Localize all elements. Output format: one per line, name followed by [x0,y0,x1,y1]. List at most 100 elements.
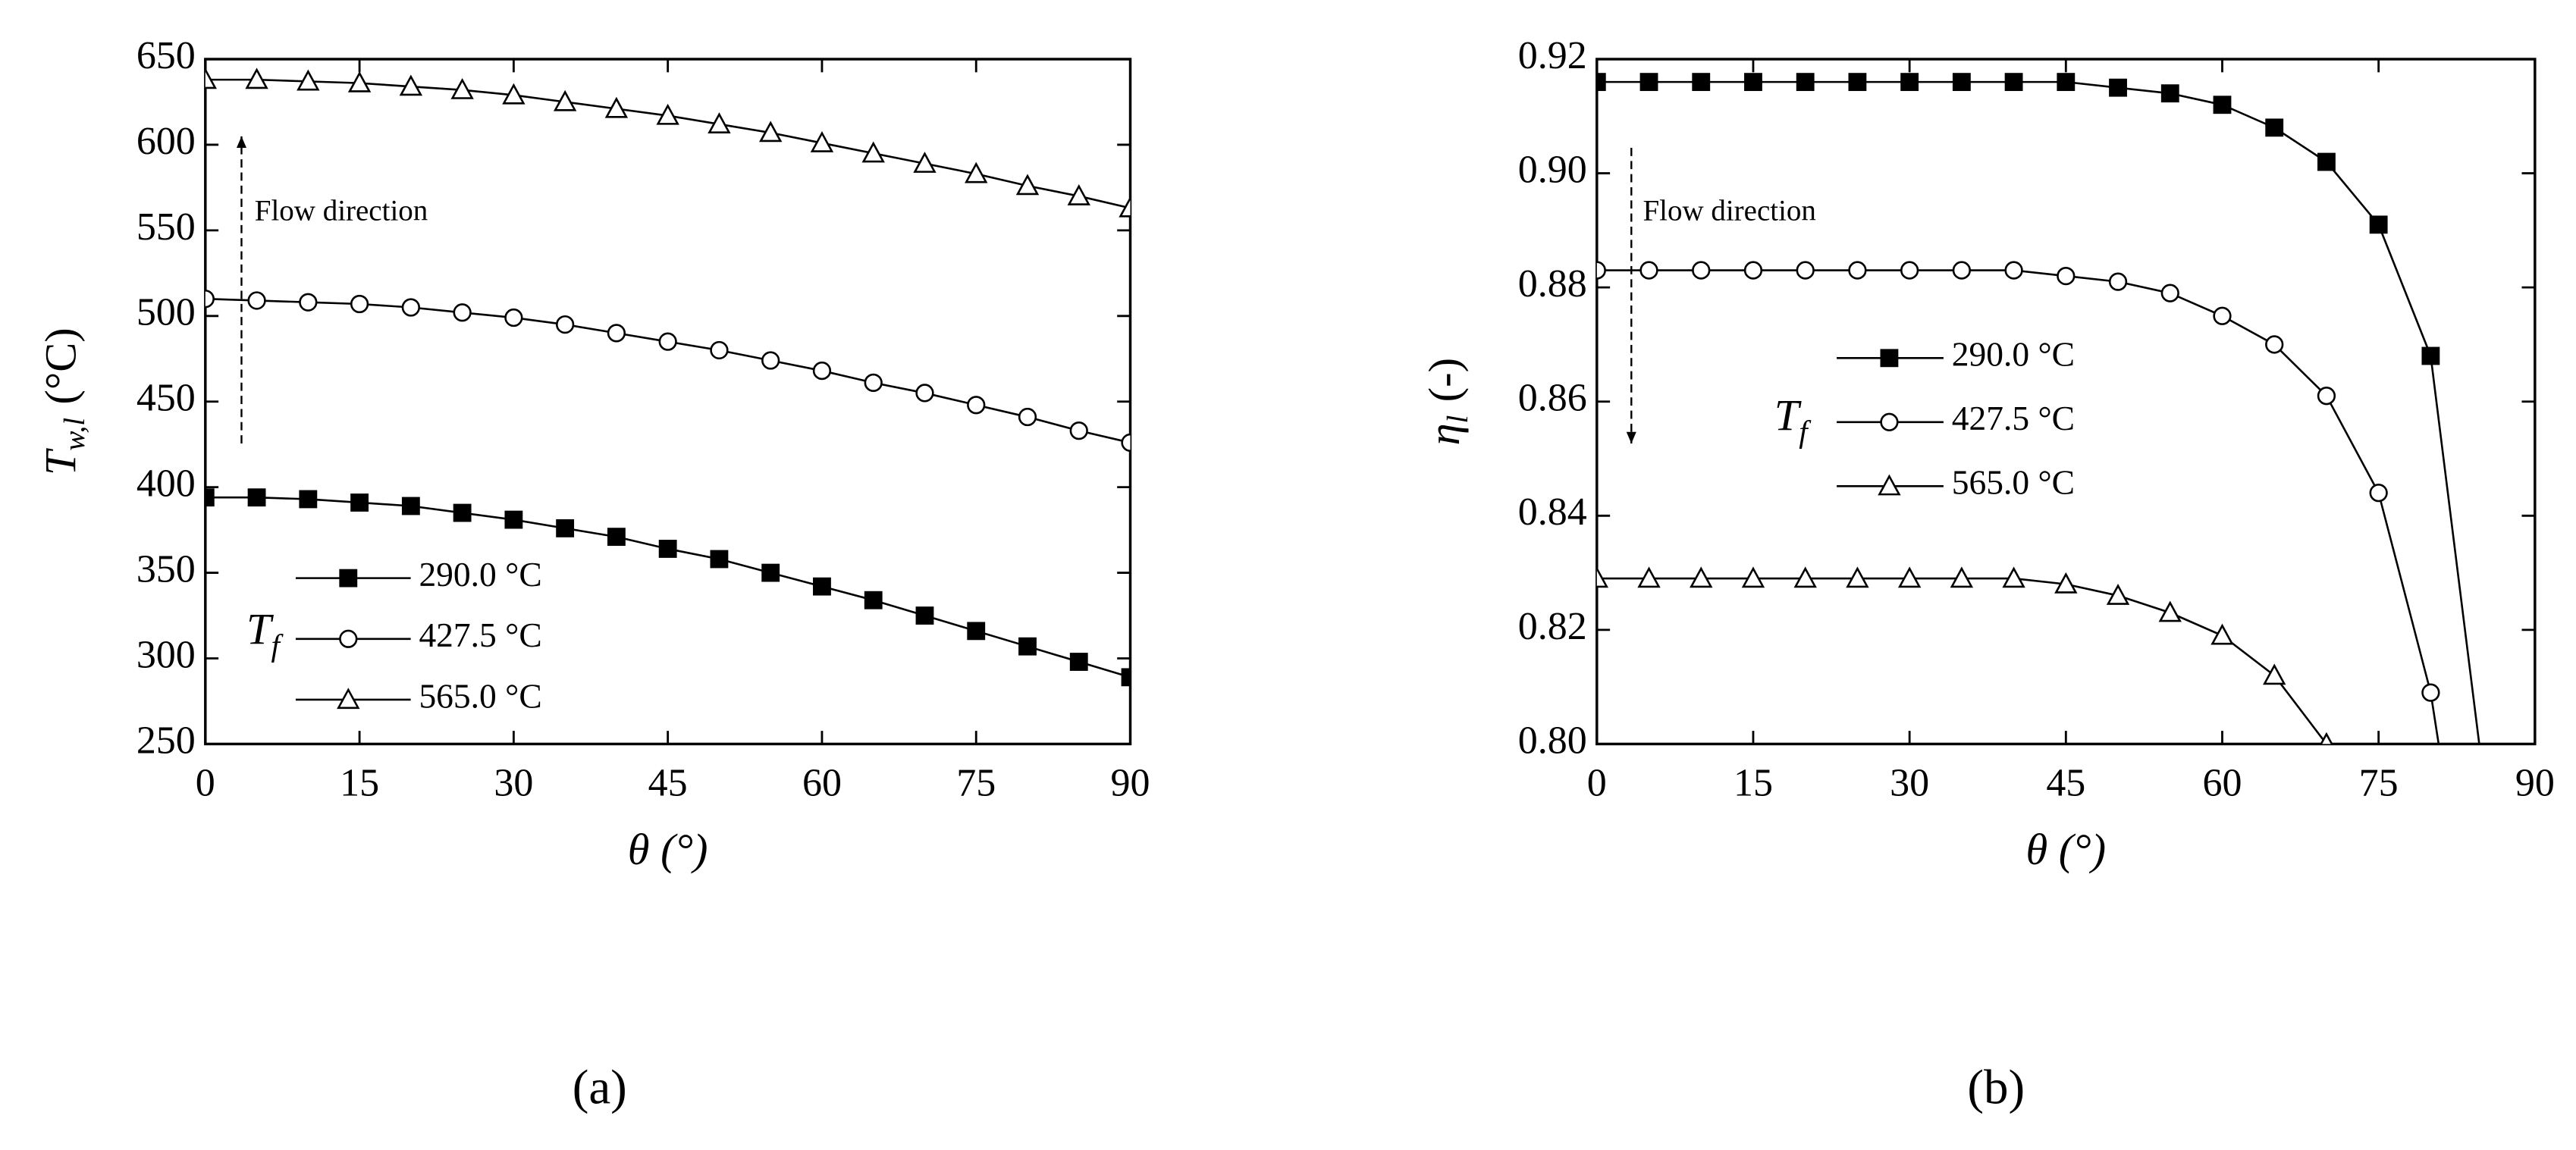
marker [604,96,629,118]
marker [2160,284,2179,302]
marker [205,290,215,309]
legend-marker [339,569,358,588]
legend-title-subscript: f [1799,415,1812,450]
panel-label: (b) [1967,1061,2025,1115]
flow-arrow-head [1626,431,1636,443]
x-tick-label: 75 [956,762,996,805]
marker [656,103,679,125]
y-tick-label: 0.80 [1518,719,1587,762]
marker [1639,261,1658,280]
legend-label: 427.5 °C [419,616,541,654]
marker [1796,261,1815,280]
y-tick-label: 250 [136,719,196,762]
legend-title: Tf [246,605,284,663]
marker [247,488,266,507]
marker [205,488,215,507]
y-tick-label: 650 [136,34,196,77]
marker [2057,266,2076,286]
marker [556,519,575,537]
marker [1900,73,1919,92]
legend-title: Tf [1774,391,1812,450]
x-tick-label: 75 [2359,762,2399,805]
y-tick-label: 300 [136,633,196,676]
marker [2106,583,2130,605]
marker [2158,600,2182,622]
legend-title-subscript: f [271,628,284,663]
marker [553,89,577,111]
marker [1067,183,1090,205]
marker [861,141,885,163]
marker [453,303,472,322]
x-tick-label: 0 [196,762,215,805]
marker [401,497,420,515]
y-axis-symbol: T [36,448,86,475]
plot-area [205,67,1131,687]
marker [399,74,423,96]
x-tick-label: 45 [2046,762,2085,805]
marker [607,528,626,547]
series-line [1596,577,2327,744]
marker [2263,663,2286,685]
marker [299,490,318,509]
panel: 250 300 350 400 450 500 550 600 650 0 15 30 45 60 75 90… [36,34,1150,1115]
x-tick-label: 90 [1111,762,1150,805]
legend-title-symbol: T [246,605,274,654]
marker [1121,668,1131,687]
marker [1897,566,1922,588]
marker [1796,73,1815,92]
marker [1069,421,1088,440]
marker [761,563,780,582]
legend-label: 565.0 °C [1952,463,2075,502]
marker [1596,261,1606,280]
y-tick-label: 0.90 [1518,149,1587,192]
y-tick-label: 0.92 [1518,34,1587,77]
marker [2213,96,2232,114]
marker [205,67,217,89]
marker [967,396,986,415]
y-axis-subscript: l [1442,415,1474,424]
x-axis-label: θ (°) [628,825,708,874]
marker [247,291,266,310]
marker [1121,433,1131,453]
annotation: Flow direction [1643,195,1815,227]
legend-marker [1880,412,1899,431]
legend-label: 427.5 °C [1952,399,2075,437]
marker [2004,261,2023,280]
marker [453,503,472,522]
series-line [205,297,1131,444]
legend-marker [1880,349,1899,368]
marker [2317,387,2336,406]
y-axis-symbol: η [1420,424,1469,446]
marker [2004,73,2023,92]
x-tick-label: 30 [1890,762,1929,805]
y-tick-label: 600 [136,120,196,163]
marker [2108,272,2128,291]
marker [556,315,575,334]
x-tick-label: 15 [340,762,379,805]
marker [864,373,883,393]
legend-marker [1878,474,1901,496]
marker [2054,572,2078,594]
marker [758,121,783,143]
x-axis-label: θ (°) [2025,825,2106,874]
plot-area [1596,73,2480,744]
y-axis-subscript: w,l [58,418,91,451]
x-tick-label: 45 [648,762,688,805]
marker [1018,407,1037,427]
marker [504,308,523,327]
marker [1692,261,1711,280]
legend-label: 290.0 °C [1952,335,2075,374]
marker [2369,484,2388,503]
marker [658,332,677,351]
marker [2265,335,2284,354]
marker [710,550,729,569]
panel-label: (a) [573,1061,627,1115]
marker [658,540,677,558]
marker [967,622,986,641]
marker [297,69,320,91]
marker [1744,73,1762,92]
marker [502,83,526,105]
marker [2213,306,2232,325]
legend-label: 290.0 °C [419,555,541,594]
y-tick-label: 450 [136,377,196,420]
